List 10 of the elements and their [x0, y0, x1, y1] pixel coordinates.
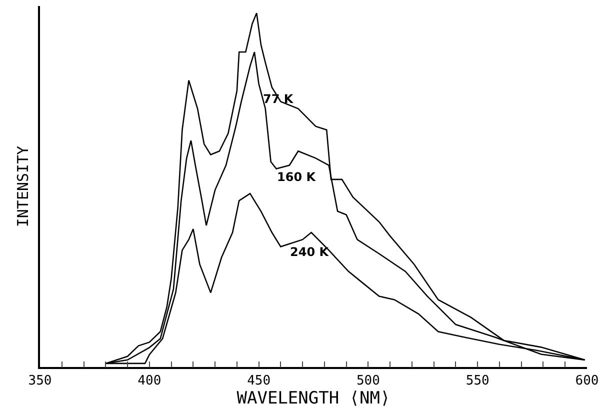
x-tick-label: 450 — [247, 373, 271, 388]
x-tick-label: 400 — [138, 373, 162, 388]
series-label: 160 K — [277, 170, 316, 184]
x-tick-label: 350 — [28, 373, 52, 388]
x-axis-title: WAVELENGTH ⟨NM⟩ — [236, 388, 390, 408]
series-label: 240 K — [290, 245, 330, 259]
y-axis-title: INTENSITY — [14, 146, 32, 228]
x-tick-label: 500 — [356, 373, 380, 388]
x-tick-label: 550 — [466, 373, 490, 388]
x-tick-label: 600 — [575, 373, 599, 388]
